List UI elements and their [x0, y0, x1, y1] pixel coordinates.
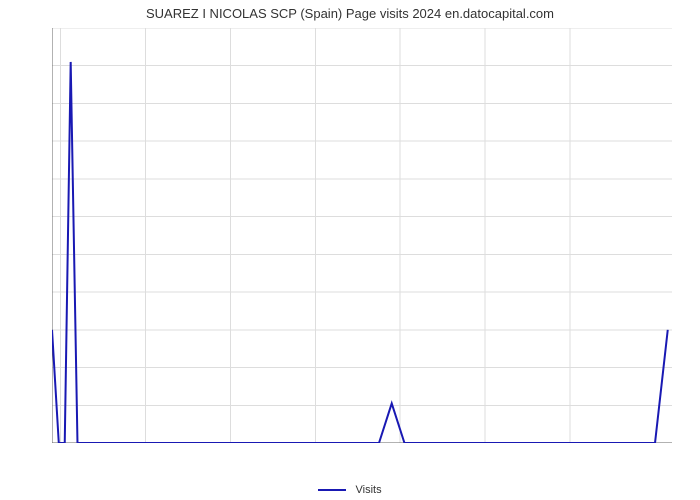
series-visits	[52, 62, 668, 443]
chart-title: SUAREZ I NICOLAS SCP (Spain) Page visits…	[0, 6, 700, 21]
legend: Visits	[0, 484, 700, 496]
legend-swatch	[318, 489, 346, 491]
chart-plot: 01234567891011 2016201720182019202020212…	[52, 28, 672, 443]
grid	[52, 28, 672, 443]
chart-container: { "chart": { "type": "line", "title": "S…	[0, 0, 700, 500]
legend-label: Visits	[355, 484, 381, 496]
